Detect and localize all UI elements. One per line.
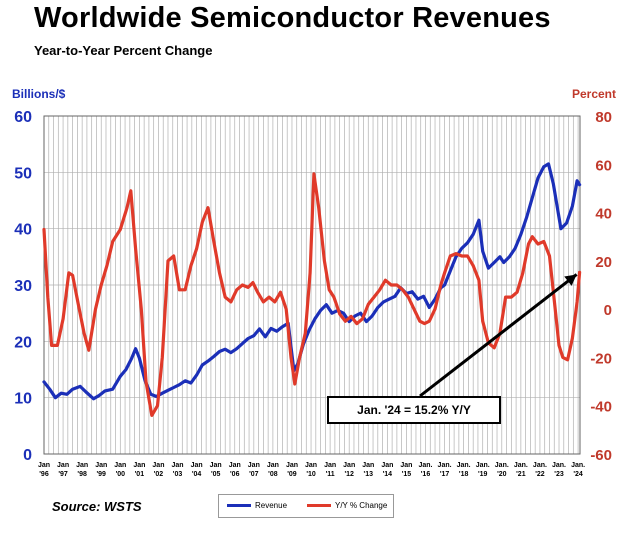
right-axis-ticks: -60 -40 -20 0 20 40 60 80 <box>590 109 612 464</box>
x-tick-month: Jan <box>38 462 50 469</box>
left-axis-unit-label: Billions/$ <box>12 87 66 101</box>
x-tick-year: '21 <box>516 471 526 478</box>
x-tick-year: '11 <box>326 471 335 478</box>
x-tick-year: '20 <box>497 471 507 478</box>
x-tick-month: Jan <box>286 462 298 469</box>
x-tick-month: Jan <box>171 462 183 469</box>
x-tick-year: '16 <box>421 471 431 478</box>
x-tick-year: '14 <box>383 471 393 478</box>
left-tick-label: 0 <box>23 447 32 464</box>
right-tick-label: 0 <box>604 302 612 319</box>
x-tick-year: '12 <box>344 471 354 478</box>
x-tick-month: Jan. <box>457 462 471 469</box>
left-tick-label: 30 <box>14 278 32 295</box>
x-tick-month: Jan. <box>552 462 566 469</box>
x-tick-month: Jan <box>95 462 107 469</box>
chart-subtitle: Year-to-Year Percent Change <box>34 43 213 58</box>
right-tick-label: 20 <box>595 254 612 271</box>
x-tick-year: '96 <box>39 471 49 478</box>
x-tick-month: Jan <box>229 462 241 469</box>
legend-swatch-revenue <box>227 504 251 507</box>
x-tick-year: '10 <box>306 471 316 478</box>
x-tick-year: '18 <box>459 471 469 478</box>
right-axis-unit-label: Percent <box>571 87 616 101</box>
x-tick-month: Jan. <box>476 462 490 469</box>
x-tick-month: Jan <box>133 462 145 469</box>
x-tick-year: '97 <box>58 471 68 478</box>
x-tick-month: Jan <box>191 462 203 469</box>
x-tick-month: Jan <box>76 462 88 469</box>
x-tick-year: '15 <box>402 471 412 478</box>
x-tick-month: Jan. <box>438 462 452 469</box>
annotation-arrow-layer <box>419 273 578 398</box>
x-tick-month: Jan. <box>495 462 509 469</box>
x-tick-year: '19 <box>478 471 488 478</box>
x-tick-year: '04 <box>192 471 202 478</box>
x-tick-year: '23 <box>554 471 564 478</box>
x-tick-month: Jan. <box>533 462 547 469</box>
x-tick-month: Jan. <box>418 462 432 469</box>
x-tick-year: '17 <box>440 471 450 478</box>
gridlines <box>43 115 581 455</box>
x-tick-month: Jan <box>248 462 260 469</box>
x-tick-month: Jan <box>114 462 126 469</box>
legend-item-yoy: Y/Y % Change <box>307 501 387 510</box>
x-tick-year: '07 <box>249 471 259 478</box>
annotation-arrow-shaft <box>419 273 578 398</box>
x-tick-month: Jan <box>57 462 69 469</box>
x-tick-year: '13 <box>364 471 374 478</box>
right-tick-label: 60 <box>595 157 612 174</box>
series-layer <box>42 162 582 417</box>
x-tick-month: Jan <box>381 462 393 469</box>
x-tick-month: Jan <box>305 462 317 469</box>
x-tick-month: Jan <box>400 462 412 469</box>
x-tick-month: Jan <box>343 462 355 469</box>
x-tick-month: Jan. <box>571 462 585 469</box>
chart-title: Worldwide Semiconductor Revenues <box>34 2 551 34</box>
right-tick-label: 80 <box>595 109 612 126</box>
x-tick-year: '09 <box>287 471 297 478</box>
legend-item-revenue: Revenue <box>227 501 287 510</box>
x-tick-year: '08 <box>268 471 278 478</box>
x-axis-ticks: Jan '96 Jan '97 Jan '98 Jan '99 Jan '00 Jan '01 Jan '… <box>38 462 585 478</box>
annotation-callout: Jan. '24 = 15.2% Y/Y <box>327 396 501 424</box>
x-tick-month: Jan <box>324 462 336 469</box>
right-tick-label: -60 <box>590 447 612 464</box>
annotation-arrow-head <box>564 274 577 286</box>
right-tick-label: 40 <box>595 206 612 223</box>
legend-swatch-yoy <box>307 504 331 507</box>
x-tick-year: '06 <box>230 471 240 478</box>
x-tick-year: '02 <box>154 471 164 478</box>
x-tick-month: Jan <box>152 462 164 469</box>
x-tick-year: '99 <box>96 471 106 478</box>
left-tick-label: 40 <box>14 222 32 239</box>
left-tick-label: 10 <box>14 391 32 408</box>
x-tick-year: '22 <box>535 471 545 478</box>
source-note: Source: WSTS <box>52 499 142 514</box>
x-tick-month: Jan. <box>514 462 528 469</box>
x-tick-month: Jan <box>210 462 222 469</box>
x-tick-year: '98 <box>77 471 87 478</box>
x-tick-year: '24 <box>573 471 583 478</box>
left-axis-ticks: 0 10 20 30 40 50 60 <box>14 109 32 464</box>
legend-label-revenue: Revenue <box>255 501 288 510</box>
x-tick-year: '01 <box>135 471 145 478</box>
annotation-text: Jan. '24 = 15.2% Y/Y <box>357 403 471 417</box>
x-tick-year: '05 <box>211 471 221 478</box>
right-tick-label: -20 <box>590 350 612 367</box>
x-tick-month: Jan <box>267 462 279 469</box>
x-tick-year: '00 <box>116 471 126 478</box>
left-tick-label: 50 <box>14 165 32 182</box>
legend: Revenue Y/Y % Change <box>218 494 394 518</box>
right-tick-label: -40 <box>590 399 612 416</box>
series-line-yoy <box>42 172 582 417</box>
series-line-revenue <box>42 162 582 401</box>
left-tick-label: 60 <box>14 109 32 126</box>
x-tick-month: Jan <box>362 462 374 469</box>
x-tick-year: '03 <box>173 471 183 478</box>
legend-label-yoy: Y/Y % Change <box>335 501 388 510</box>
left-tick-label: 20 <box>14 334 32 351</box>
